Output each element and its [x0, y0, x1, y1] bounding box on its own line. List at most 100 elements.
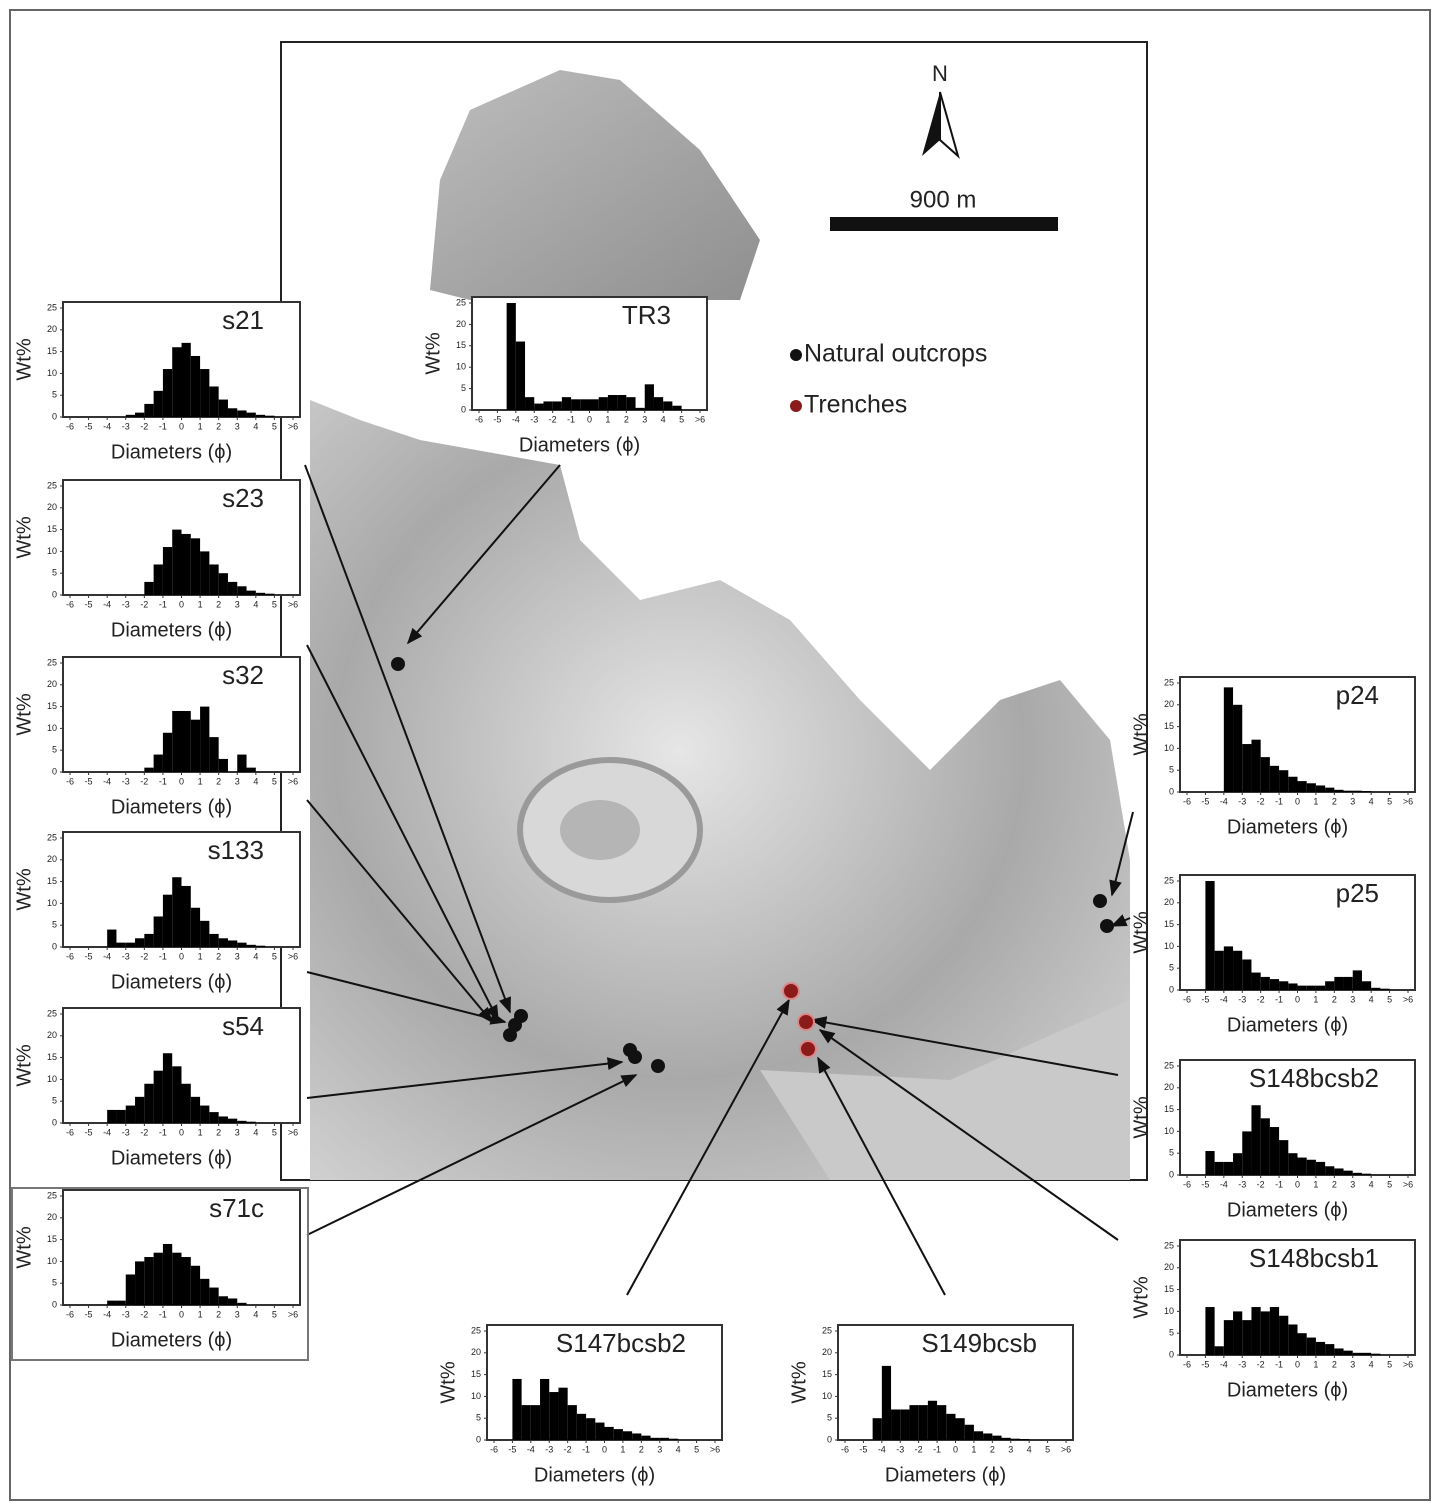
bar — [135, 938, 144, 947]
x-tick-label: -6 — [490, 1444, 498, 1454]
bar — [1279, 981, 1288, 990]
bar — [636, 408, 645, 410]
x-tick-label: 0 — [1295, 1359, 1300, 1369]
bar — [531, 1405, 540, 1440]
bar — [1316, 1342, 1325, 1355]
x-tick-label: -3 — [1238, 1179, 1246, 1189]
x-tick-label: 4 — [676, 1444, 681, 1454]
bar — [154, 564, 163, 595]
y-axis-label: Wt% — [1130, 1276, 1152, 1318]
y-tick-label: 10 — [47, 368, 57, 378]
y-tick-label: 0 — [52, 1117, 57, 1127]
bar — [992, 1436, 1001, 1440]
bar — [135, 1097, 144, 1123]
x-tick-label: -4 — [527, 1444, 535, 1454]
bar — [182, 1257, 191, 1305]
x-tick-label: -5 — [508, 1444, 516, 1454]
panel-title: s54 — [222, 1011, 264, 1041]
bar — [135, 413, 144, 417]
x-axis-label: Diameters (ϕ) — [1227, 816, 1348, 838]
panel-title: S149bcsb — [921, 1328, 1037, 1358]
x-tick-label: -5 — [85, 776, 93, 786]
panel-title: s71c — [209, 1193, 264, 1223]
y-tick-label: 5 — [461, 383, 466, 393]
x-tick-label: -3 — [122, 951, 130, 961]
x-tick-label: -4 — [103, 1309, 111, 1319]
bar — [219, 759, 228, 772]
y-tick-label: 10 — [47, 546, 57, 556]
x-tick-label: 4 — [1369, 1179, 1374, 1189]
bar — [1233, 1311, 1242, 1355]
legend: Natural outcrops Trenches — [790, 340, 987, 419]
x-tick-label: -2 — [140, 1309, 148, 1319]
bar — [209, 386, 218, 417]
x-tick-label: 2 — [990, 1444, 995, 1454]
y-tick-label: 25 — [47, 657, 57, 667]
histogram-panel: 0510152025-6-5-4-3-2-1012345>6p25Diamete… — [1130, 875, 1415, 1036]
bar — [1298, 1158, 1307, 1175]
legend-label: Trenches — [804, 391, 907, 419]
bar — [1316, 986, 1325, 990]
bar — [1316, 1162, 1325, 1175]
legend-label: Natural outcrops — [804, 340, 987, 368]
legend-dot — [790, 400, 802, 412]
bar — [1325, 1344, 1334, 1355]
x-tick-label: -2 — [140, 776, 148, 786]
bar — [154, 1071, 163, 1123]
x-tick-label: -3 — [545, 1444, 553, 1454]
bar — [1270, 766, 1279, 792]
panel-title: TR3 — [622, 300, 671, 330]
x-tick-label: 4 — [253, 421, 258, 431]
x-tick-label: -2 — [140, 421, 148, 431]
histogram-panel: 0510152025-6-5-4-3-2-1012345>6s21Diamete… — [13, 302, 300, 463]
x-tick-label: -5 — [1201, 1359, 1209, 1369]
x-tick-label: -4 — [1220, 1179, 1228, 1189]
x-tick-label: 0 — [1295, 1179, 1300, 1189]
bar — [1353, 1353, 1362, 1355]
x-axis-label: Diameters (ϕ) — [519, 434, 640, 456]
x-tick-label: 4 — [1027, 1444, 1032, 1454]
bar — [672, 406, 681, 410]
bar — [1215, 951, 1224, 990]
y-tick-label: 15 — [47, 524, 57, 534]
x-tick-label: 5 — [272, 1309, 277, 1319]
bar — [228, 940, 237, 947]
y-tick-label: 5 — [476, 1413, 481, 1423]
x-tick-label: -6 — [66, 599, 74, 609]
x-tick-label: 5 — [272, 951, 277, 961]
bar — [1002, 1438, 1011, 1440]
bar — [247, 413, 256, 417]
bar — [247, 945, 256, 947]
y-axis-label: Wt% — [13, 693, 35, 735]
bar — [172, 530, 181, 595]
y-tick-label: 15 — [1164, 919, 1174, 929]
x-tick-label: -1 — [159, 1309, 167, 1319]
bar — [172, 1253, 181, 1305]
bar — [191, 356, 200, 417]
x-tick-label: -4 — [103, 1127, 111, 1137]
y-tick-label: 0 — [52, 1299, 57, 1309]
x-tick-label: 4 — [253, 599, 258, 609]
y-tick-label: 0 — [1169, 786, 1174, 796]
bar — [1316, 785, 1325, 792]
bar — [116, 943, 125, 947]
panel-title: S148bcsb1 — [1249, 1243, 1379, 1273]
x-tick-label: -4 — [1220, 1359, 1228, 1369]
y-tick-label: 25 — [471, 1325, 481, 1335]
bar — [1279, 770, 1288, 792]
x-tick-label: 5 — [1387, 994, 1392, 1004]
x-tick-label: 4 — [1369, 796, 1374, 806]
x-tick-label: -6 — [66, 1127, 74, 1137]
bar — [126, 1274, 135, 1305]
x-tick-label: -4 — [878, 1444, 886, 1454]
x-tick-label: -2 — [140, 951, 148, 961]
x-tick-label: 3 — [235, 421, 240, 431]
bar — [586, 1418, 595, 1440]
bar — [144, 934, 153, 947]
y-tick-label: 5 — [827, 1413, 832, 1423]
x-tick-label: 3 — [642, 414, 647, 424]
bar — [209, 737, 218, 772]
bar — [116, 1110, 125, 1123]
